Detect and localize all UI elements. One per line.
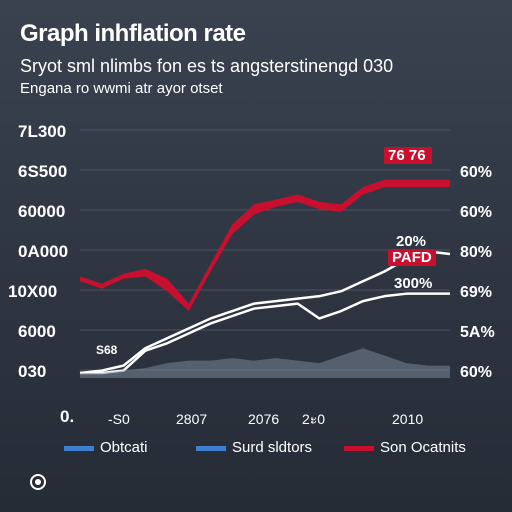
annotation-label: PAFD — [392, 249, 432, 266]
annotation-label: 300% — [394, 275, 432, 292]
legend-swatch — [64, 446, 94, 451]
annotation-badge — [384, 147, 432, 164]
chart-subtitle-secondary: Engana ro wwmi atr ayor otset — [20, 80, 223, 97]
y-right-tick-label: 80% — [460, 244, 492, 261]
y-right-tick-label: 60% — [460, 204, 492, 221]
legend-label: Surd sldtors — [232, 439, 312, 456]
legend-swatch — [344, 446, 374, 451]
axis-labels: 7L300 6S500 60000 0A000 10X00 6000 030 0. 60% 60%… — [8, 122, 495, 427]
y-left-tick-label: 0A000 — [18, 242, 68, 261]
x-tick-label: 2807 — [176, 411, 207, 427]
legend-label: Obtcati — [100, 439, 148, 456]
x-tick-label: 2ะ0 — [302, 411, 325, 427]
series-line-1 — [79, 250, 451, 375]
series-line-2 — [80, 292, 450, 375]
annotation-label: S68 — [96, 343, 118, 357]
annotation-label: 76 76 — [388, 147, 426, 164]
y-left-tick-label: 030 — [18, 362, 46, 381]
y-left-tick-label: 6000 — [18, 322, 56, 341]
y-left-tick-label: 60000 — [18, 202, 65, 221]
series-layer — [79, 179, 451, 378]
annotation-badge — [388, 249, 436, 266]
y-left-tick-label: 6S500 — [18, 162, 67, 181]
y-left-tick-label: 7L300 — [18, 122, 66, 141]
annotation-label: 20% — [396, 233, 426, 250]
chart-subtitle: Sryot sml nlimbs fon es ts angsterstinen… — [20, 56, 394, 76]
brand-logo-icon — [30, 474, 46, 490]
y-right-tick-label: 5A% — [460, 324, 495, 341]
x-tick-label: 2076 — [248, 411, 279, 427]
legend-label: Son Ocatnits — [380, 439, 466, 456]
chart-title: Graph inhflation rate — [20, 20, 246, 47]
x-tick-label: -S0 — [108, 411, 130, 427]
annotations: 76 76 20%PAFD 300% S68 — [96, 147, 436, 357]
series-area-3 — [80, 348, 450, 378]
y-left-tick-label: 10X00 — [8, 282, 57, 301]
y-right-tick-label: 69% — [460, 284, 492, 301]
y-right-tick-label: 60% — [460, 164, 492, 181]
series-band-0 — [80, 179, 450, 312]
legend: Obtcati Surd sldtors Son Ocatnits — [64, 439, 466, 456]
legend-swatch — [196, 446, 226, 451]
x-tick-label: 2010 — [392, 411, 423, 427]
y-right-tick-label: 60% — [460, 364, 492, 381]
y-left-tick-label: 0. — [60, 407, 74, 426]
